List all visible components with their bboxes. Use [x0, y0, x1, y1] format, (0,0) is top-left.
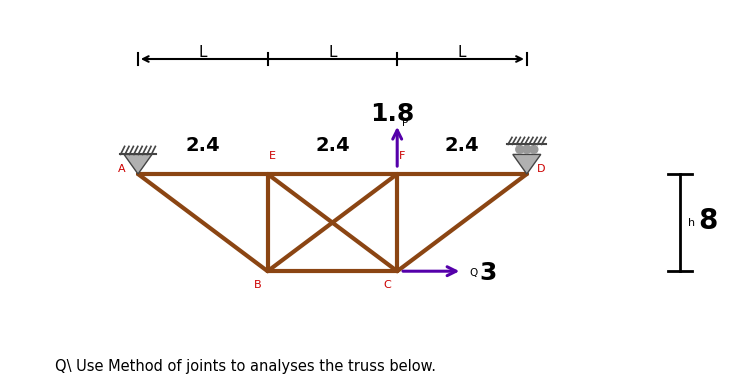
Text: L: L — [458, 45, 466, 60]
Text: B: B — [254, 280, 262, 290]
Text: Q: Q — [470, 268, 478, 278]
Circle shape — [523, 145, 531, 153]
Polygon shape — [124, 154, 152, 174]
Text: 2.4: 2.4 — [445, 136, 479, 155]
Text: h: h — [688, 217, 695, 228]
Text: P: P — [402, 118, 409, 128]
Circle shape — [530, 145, 538, 153]
Text: 8: 8 — [698, 207, 717, 235]
Text: L: L — [199, 45, 207, 60]
Text: C: C — [383, 280, 391, 290]
Circle shape — [516, 145, 524, 153]
Text: 3: 3 — [479, 261, 496, 285]
Text: F: F — [399, 151, 406, 161]
Text: A: A — [118, 164, 126, 174]
Text: D: D — [536, 164, 545, 174]
Text: L: L — [328, 45, 337, 60]
Text: 2.4: 2.4 — [315, 136, 350, 155]
Polygon shape — [513, 154, 541, 174]
Text: E: E — [269, 151, 276, 161]
Text: Q\ Use Method of joints to analyses the truss below.: Q\ Use Method of joints to analyses the … — [55, 359, 436, 374]
Text: 1.8: 1.8 — [370, 102, 414, 126]
Text: 2.4: 2.4 — [185, 136, 220, 155]
